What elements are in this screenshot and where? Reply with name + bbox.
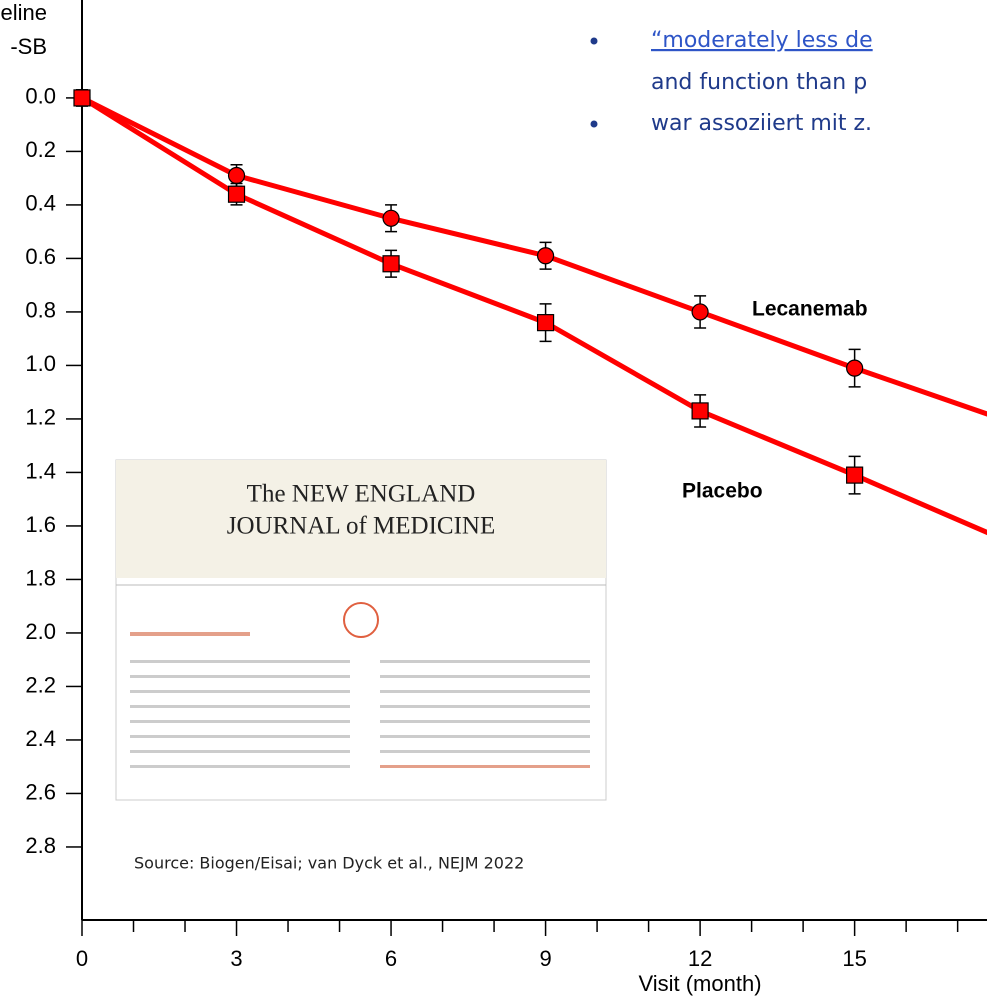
inset-line <box>380 750 590 753</box>
y-tick-label: 0.2 <box>25 137 56 162</box>
marker <box>692 403 708 419</box>
y-tick-label: 0.6 <box>25 244 56 269</box>
inset-title: JOURNAL of MEDICINE <box>227 513 496 540</box>
inset-line <box>130 735 350 738</box>
marker <box>538 315 554 331</box>
x-tick-label: 3 <box>230 946 242 971</box>
y-tick-label: 0.0 <box>25 84 56 109</box>
inset-line <box>130 690 350 693</box>
inset-line <box>130 675 350 678</box>
chart: eline -SB Visit (month) “moderately less… <box>0 0 987 997</box>
y-tick-label: 2.0 <box>25 619 56 644</box>
y-tick-label: 2.4 <box>25 726 56 751</box>
x-tick-label: 9 <box>539 946 551 971</box>
bullet-text: war assoziiert mit z. <box>651 111 872 136</box>
bullet-text[interactable]: “moderately less de <box>651 28 873 53</box>
x-tick-label: 12 <box>688 946 712 971</box>
y-tick-label: 1.4 <box>25 458 56 483</box>
series-label: Placebo <box>682 480 763 503</box>
marker <box>74 90 90 106</box>
y-tick-label: 1.8 <box>25 565 56 590</box>
y-axis-label: -SB <box>10 34 47 59</box>
bullet-dot <box>591 38 598 45</box>
inset-line <box>130 705 350 708</box>
inset-title: The NEW ENGLAND <box>247 481 476 508</box>
y-tick-label: 1.2 <box>25 405 56 430</box>
y-tick-label: 2.6 <box>25 779 56 804</box>
y-tick-label: 0.8 <box>25 298 56 323</box>
series-label: Lecanemab <box>752 298 868 321</box>
marker <box>847 360 863 376</box>
y-axis-label: eline <box>1 0 47 25</box>
inset-line <box>380 765 590 768</box>
marker <box>229 186 245 202</box>
y-tick-label: 2.2 <box>25 672 56 697</box>
marker <box>847 467 863 483</box>
page: {"chart_data": {"type": "line", "y_label… <box>0 0 987 997</box>
inset-line <box>130 660 350 663</box>
inset-line <box>380 660 590 663</box>
x-tick-label: 0 <box>76 946 88 971</box>
bullet-text: and function than p <box>651 70 867 95</box>
y-tick-label: 0.4 <box>25 191 56 216</box>
x-axis-label: Visit (month) <box>638 971 761 996</box>
y-tick-label: 1.6 <box>25 512 56 537</box>
inset-line <box>380 690 590 693</box>
inset-line <box>130 632 250 636</box>
y-tick-label: 2.8 <box>25 833 56 858</box>
inset-line <box>380 705 590 708</box>
marker <box>383 256 399 272</box>
source-note: Source: Biogen/Eisai; van Dyck et al., N… <box>134 854 524 873</box>
inset-line <box>130 765 350 768</box>
marker <box>229 167 245 183</box>
marker <box>538 248 554 264</box>
inset-line <box>380 675 590 678</box>
x-tick-label: 15 <box>842 946 866 971</box>
x-tick-label: 6 <box>385 946 397 971</box>
marker <box>383 210 399 226</box>
bullet-dot <box>591 121 598 128</box>
y-tick-label: 1.0 <box>25 351 56 376</box>
inset-line <box>380 735 590 738</box>
inset-image: The NEW ENGLAND JOURNAL of MEDICINE <box>116 460 606 800</box>
inset-line <box>380 720 590 723</box>
inset-line <box>130 750 350 753</box>
inset-line <box>130 720 350 723</box>
marker <box>692 304 708 320</box>
